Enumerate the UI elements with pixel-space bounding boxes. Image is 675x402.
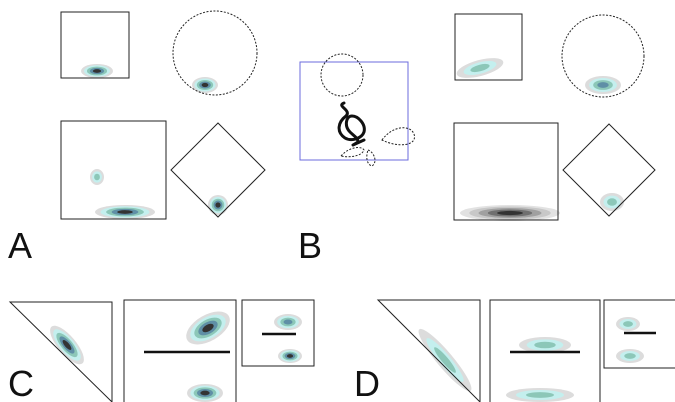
triangle-arena [378,300,480,402]
density-contour [607,198,617,205]
panel-label: D [354,363,380,402]
density-contour [215,202,220,207]
density-contour [497,211,523,215]
density-contour [284,319,293,324]
density-contour [287,354,293,358]
density-contour [624,353,636,359]
panel-label: C [8,363,34,402]
density-contour [117,210,133,214]
loop-outline [367,150,375,166]
density-contour [94,174,100,181]
loop-outline [341,148,364,157]
figure: A B C D [0,0,675,402]
density-contour [534,342,555,349]
density-contour [202,83,209,87]
density-layer [45,54,644,402]
panel-label: A [8,225,32,266]
density-contour [623,321,633,327]
density-contour [526,392,554,398]
circle-outline [321,54,363,96]
density-contour [200,391,209,396]
trajectory [339,103,364,145]
panel-label: B [298,225,322,266]
loop-outline [382,128,415,145]
density-contour [93,69,101,73]
square-arena [61,121,166,219]
density-contour [597,82,608,88]
